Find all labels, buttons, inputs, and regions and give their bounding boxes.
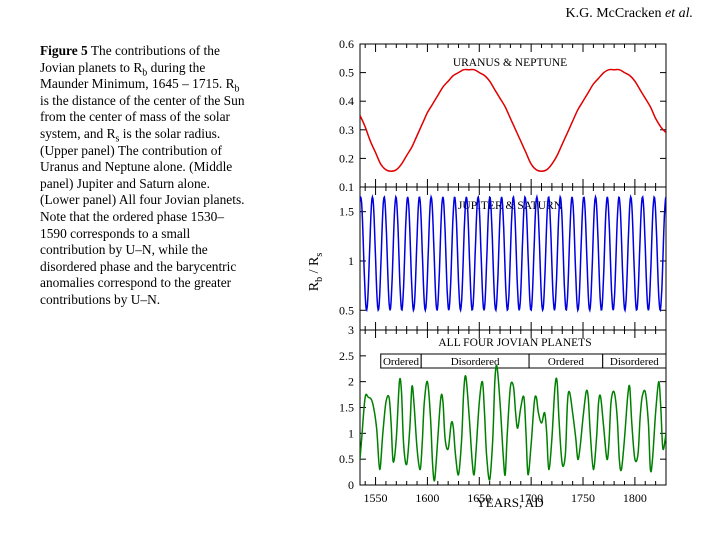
caption-text-3: is the distance of the center of the Sun… [40, 92, 245, 141]
xtick-label-0: 1550 [364, 491, 388, 505]
xtick-label-2: 1650 [467, 491, 491, 505]
phase-label-0: Ordered [383, 356, 420, 368]
panel-1-ytick-label-3: 0.4 [339, 94, 354, 108]
panel-1-title: URANUS & NEPTUNE [453, 57, 567, 69]
phase-label-3: Disordered [610, 356, 659, 368]
panel-1-series-line [360, 68, 666, 173]
header-etal: et al. [665, 6, 693, 21]
panel-1-ytick-label-2: 0.3 [339, 123, 354, 137]
panel-3-series-line [360, 364, 666, 482]
panel-3-ytick-label-3: 1.5 [339, 401, 354, 415]
panel-1-ytick-label-5: 0.6 [339, 37, 354, 51]
xtick-label-4: 1750 [571, 491, 595, 505]
panel-2-ytick-label-2: 1.5 [339, 205, 354, 219]
xtick-label-5: 1800 [623, 491, 647, 505]
y-axis-label-b: b [314, 277, 325, 282]
panel-3-ytick-label-6: 3 [348, 323, 354, 337]
caption-sub-b-2: b [234, 83, 240, 95]
panel-3-ytick-label-4: 2 [348, 375, 354, 389]
y-axis-label-s: s [314, 253, 325, 257]
caption-text-4: is the solar radius. (Upper panel) The c… [40, 125, 245, 307]
caption-text-2: during the Maunder Minimum, 1645 – 1715.… [40, 59, 235, 92]
panel-3-ytick-label-5: 2.5 [339, 349, 354, 363]
panel-3-ytick-label-2: 1 [348, 426, 354, 440]
caption-sub-b: b [142, 67, 148, 79]
y-axis-label: Rb / Rs [307, 253, 325, 292]
caption-sub-s: s [115, 133, 120, 145]
panel-2-ytick-label-1: 1 [348, 254, 354, 268]
figure-caption: Figure 5 The contributions of the Jovian… [40, 43, 250, 309]
caption-text-1: The contributions of the Jovian planets … [40, 43, 220, 75]
phase-label-2: Ordered [548, 356, 585, 368]
y-axis-label-sep: / R [307, 256, 322, 277]
xtick-label-1: 1600 [415, 491, 439, 505]
figure-label: Figure 5 [40, 43, 88, 58]
phase-box-3 [602, 353, 667, 369]
panel-3-ytick-label-1: 0.5 [339, 452, 354, 466]
panel-1-ytick-label-4: 0.5 [339, 66, 354, 80]
running-header: K.G. McCracken et al. [565, 6, 693, 22]
panel-3-ytick-label-0: 0 [348, 478, 354, 492]
x-axis-label: YEARS, AD [476, 495, 543, 510]
header-authors: K.G. McCracken [565, 6, 662, 21]
panel-1-ytick-label-1: 0.2 [339, 151, 354, 165]
panel-2-series-line [360, 193, 666, 314]
y-axis-label-r: R [307, 281, 322, 291]
phase-label-1: Disordered [451, 356, 500, 368]
xtick-label-3: 1700 [519, 491, 543, 505]
panel-3-title: ALL FOUR JOVIAN PLANETS [438, 337, 591, 349]
panel-1-ytick-label-0: 0.1 [339, 180, 354, 194]
panel-2-ytick-label-0: 0.5 [339, 303, 354, 317]
